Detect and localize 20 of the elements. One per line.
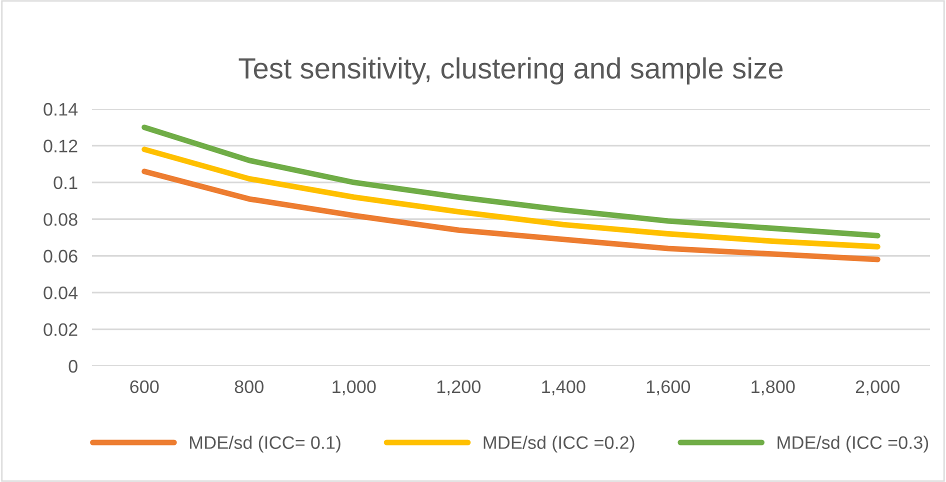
y-tick-label: 0.06 — [44, 250, 78, 263]
y-tick-label: 0.1 — [54, 176, 78, 190]
y-tick-label: 0.12 — [44, 140, 78, 152]
y-tick-label: 0.08 — [44, 213, 78, 226]
y-tick-label: 0.02 — [44, 323, 78, 336]
legend-label: MDE/sd (ICC =0.2) — [484, 436, 634, 453]
y-tick-label: 0.14 — [44, 102, 78, 116]
y-tick-label: 0.04 — [44, 286, 78, 300]
chart-title: Test sensitivity, clustering and sample size — [238, 57, 783, 84]
x-tick-label: 600 — [130, 380, 159, 394]
x-tick-label: 1,800 — [752, 380, 795, 396]
y-tick-label: 0 — [68, 360, 78, 373]
x-tick-label: 1,200 — [437, 380, 481, 396]
legend-label: MDE/sd (ICC= 0.1) — [190, 436, 340, 453]
x-tick-label: 800 — [234, 380, 264, 394]
x-tick-label: 1,600 — [646, 380, 690, 396]
x-tick-label: 2,000 — [856, 380, 900, 396]
x-tick-label: 1,400 — [542, 380, 586, 396]
legend-label: MDE/sd (ICC =0.3) — [778, 436, 928, 453]
x-tick-label: 1,000 — [332, 380, 376, 396]
